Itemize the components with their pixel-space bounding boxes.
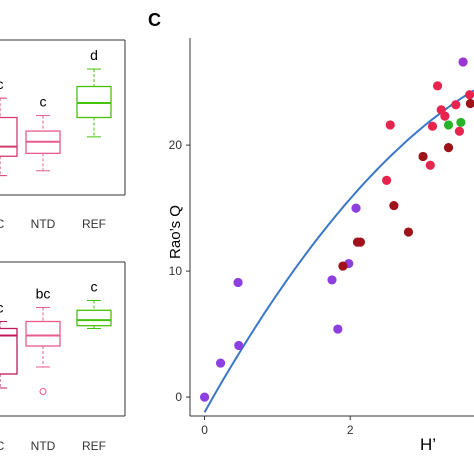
scatter-point — [451, 100, 461, 110]
y-tick-label: 10 — [169, 264, 183, 278]
top-left-boxplot-panel: c c d C NTD REF — [0, 39, 126, 231]
scatter-point — [233, 277, 243, 288]
box-ntd — [25, 115, 61, 172]
scatter-point — [465, 98, 474, 109]
box-ntd — [25, 307, 61, 395]
scatter-x-axis-title: H’ — [420, 435, 436, 454]
scatter-point — [425, 160, 435, 170]
scatter-point — [234, 340, 244, 351]
x-tick-ref: REF — [82, 217, 106, 231]
scatter-point — [333, 324, 343, 334]
x-tick-label: 0 — [201, 423, 208, 437]
box-body-ref — [76, 309, 112, 327]
x-tick-ntd: NTD — [31, 217, 56, 231]
top-boxes — [0, 68, 112, 177]
box-c — [0, 97, 18, 177]
top-significance-letters: c c d — [0, 47, 98, 110]
box-c — [0, 321, 18, 389]
fit-line — [203, 89, 474, 413]
bottom-left-boxplot-panel: c bc c C NTD REF — [0, 261, 126, 453]
scatter-point — [432, 81, 443, 91]
scatter-point — [454, 126, 465, 136]
y-tick-label: 0 — [175, 390, 182, 404]
letter-c: c — [0, 76, 4, 92]
box-ref — [76, 68, 112, 138]
letter-ntd: bc — [36, 286, 51, 302]
letter-c: c — [0, 300, 4, 316]
scatter-point — [351, 203, 361, 213]
scatter-point — [456, 117, 466, 128]
box-body-ntd — [25, 320, 61, 347]
letter-ntd: c — [40, 94, 47, 110]
scatter-point — [385, 120, 395, 130]
panel-label-c: C — [148, 10, 161, 30]
scatter-point — [465, 90, 474, 100]
letter-ref: d — [90, 47, 98, 63]
bottom-x-tick-labels: C NTD REF — [0, 439, 106, 453]
top-x-tick-labels: C NTD REF — [0, 217, 106, 231]
scatter-point — [215, 358, 226, 368]
bottom-significance-letters: c bc c — [0, 279, 98, 316]
scatter-point — [440, 111, 450, 121]
scatter-point — [403, 227, 414, 237]
box-body-c — [0, 327, 18, 375]
scatter-y-axis-title: Rao’s Q — [167, 205, 184, 259]
box-ref — [76, 300, 112, 329]
scatter-point — [338, 261, 348, 271]
x-tick-c: C — [0, 439, 5, 453]
x-tick-c: C — [0, 217, 5, 231]
scatter-y-ticks: 0 10 20 — [169, 138, 190, 404]
x-tick-ntd: NTD — [31, 439, 56, 453]
x-tick-ref: REF — [82, 439, 106, 453]
x-tick-label: 2 — [347, 423, 354, 437]
scatter-point — [327, 275, 337, 285]
scatter-point — [355, 237, 365, 247]
scatter-point — [382, 175, 392, 185]
letter-ref: c — [91, 279, 98, 295]
scatter-point — [199, 392, 210, 402]
scatter-point — [443, 143, 454, 153]
scatter-point — [443, 120, 454, 130]
bottom-boxes — [0, 300, 112, 395]
box-body-c — [0, 116, 18, 157]
scatter-points — [199, 57, 474, 402]
scatter-point — [389, 200, 399, 211]
scatter-point — [418, 151, 428, 162]
outlier-ntd — [39, 388, 47, 395]
scatter-point — [458, 57, 468, 67]
y-tick-label: 20 — [169, 138, 183, 152]
scatter-point — [427, 121, 438, 131]
